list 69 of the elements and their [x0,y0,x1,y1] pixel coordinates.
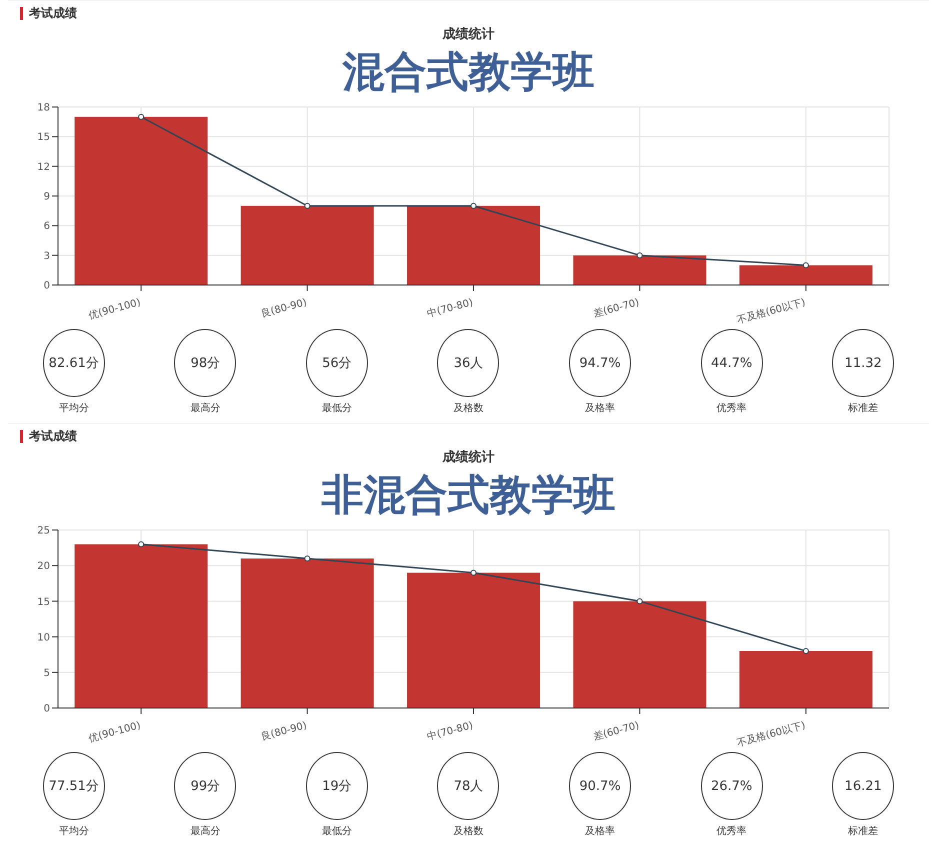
y-tick-label: 15 [37,596,50,608]
chart-subtitle: 混合式教学班 [341,46,596,98]
category-label: 最低分 [322,825,352,838]
category-label: 及格数 [453,402,484,415]
bar [407,206,540,285]
category-label: 最高分 [190,402,220,415]
text: 36人 [454,356,484,371]
category-label: 最高分 [190,824,220,838]
point [636,252,643,258]
y-tick-label: 6 [44,221,50,232]
text: 90.7% [579,778,621,794]
point [802,648,809,654]
bar [240,558,374,708]
category-label: 最低分 [322,402,352,415]
bar [240,206,374,285]
x-tick-label: 不及格(60以下) [735,719,807,750]
category-label: 标准差 [848,824,878,838]
bar [74,544,208,708]
bar [739,651,872,708]
text: 16.21 [844,778,882,794]
y-tick-label: 20 [37,561,50,572]
x-tick-label: 不及格(60以下) [735,296,807,326]
y-tick-label: 10 [37,632,50,644]
text: 19分 [322,779,352,794]
chart-title: 成绩统计 [441,448,496,467]
category-label: 优秀率 [716,402,747,415]
text: 26.7% [710,778,752,794]
y-tick-label: 0 [44,704,50,715]
point [138,541,144,548]
category-label: 及格数 [453,824,484,838]
point [138,114,144,120]
bar [573,601,706,708]
text: 44.7% [710,356,752,370]
chart-title: 成绩统计 [441,26,496,44]
text: 98分 [190,356,220,371]
y-tick-label: 12 [37,162,50,173]
bar [573,255,706,285]
text: 77.51分 [48,779,99,794]
text: 78人 [454,779,484,794]
chart-subtitle: 非混合式教学班 [320,469,616,521]
bar [739,265,872,285]
point [802,262,809,268]
y-tick-label: 5 [44,668,50,679]
text: 94.7% [579,356,621,370]
point [636,598,643,604]
y-tick-label: 3 [44,250,50,262]
text: 考试成绩 [28,428,77,444]
text: 99分 [190,779,220,794]
y-tick-label: 15 [37,132,50,144]
text: 82.61分 [48,356,99,371]
text: 56分 [322,356,352,371]
category-label: 平均分 [58,825,89,838]
point [470,570,476,576]
point [470,202,476,209]
point [304,555,310,562]
category-label: 优秀率 [716,824,747,838]
bar [74,116,208,285]
category-label: 平均分 [58,402,89,415]
text: 11.32 [844,356,882,370]
y-tick-label: 0 [44,280,50,292]
y-tick-label: 25 [37,526,50,537]
point [304,202,310,209]
y-tick-label: 18 [37,102,50,114]
category-label: 标准差 [848,402,878,415]
y-tick-label: 9 [44,192,50,203]
text: 考试成绩 [28,4,77,22]
category-label: 及格率 [585,402,616,415]
bar [407,572,540,708]
category-label: 及格率 [585,824,616,838]
